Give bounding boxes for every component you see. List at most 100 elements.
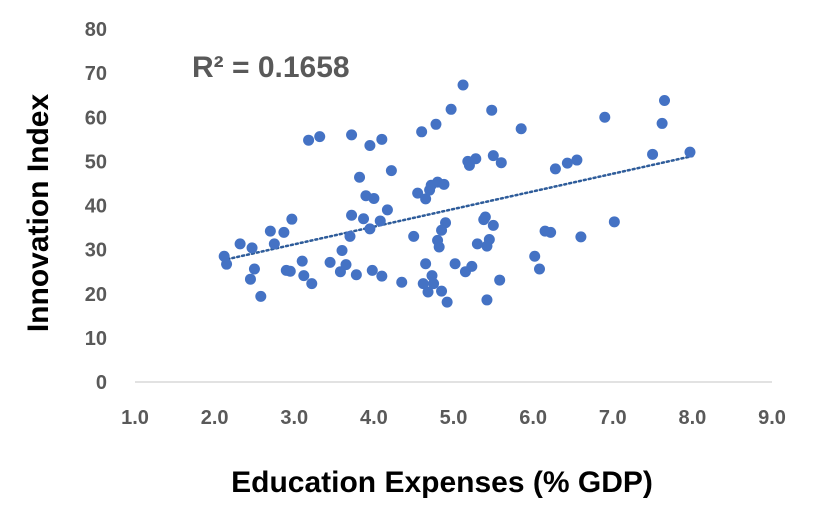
data-point (412, 187, 424, 199)
data-point (366, 264, 378, 276)
data-point (449, 258, 461, 270)
data-point (549, 163, 561, 175)
x-tick-label: 5.0 (440, 407, 468, 429)
data-point (495, 157, 507, 169)
y-tick-label: 40 (85, 196, 107, 218)
data-point (324, 256, 336, 268)
data-point (515, 123, 527, 135)
data-point (486, 104, 498, 116)
x-tick-label: 1.0 (121, 407, 149, 429)
points-layer (218, 79, 696, 308)
data-point (470, 153, 482, 165)
data-point (438, 178, 450, 190)
data-point (436, 285, 448, 297)
data-point (440, 217, 452, 229)
data-point (358, 213, 370, 225)
data-point (487, 219, 499, 231)
data-point (471, 238, 483, 250)
data-point (354, 171, 366, 183)
data-point (684, 146, 696, 158)
data-point (420, 193, 432, 205)
data-point (545, 226, 557, 238)
data-point (248, 263, 260, 275)
y-tick-label: 0 (96, 372, 107, 394)
data-point (364, 139, 376, 151)
data-point (441, 296, 453, 308)
data-point (433, 241, 445, 253)
x-tick-label: 9.0 (758, 407, 786, 429)
x-tick-label: 4.0 (360, 407, 388, 429)
data-point (599, 111, 611, 123)
data-point (430, 118, 442, 130)
data-point (385, 165, 397, 177)
data-point (445, 103, 457, 115)
y-tick-label: 70 (85, 63, 107, 85)
data-point (303, 134, 315, 146)
y-tick-label: 80 (85, 19, 107, 41)
data-point (340, 259, 352, 271)
data-point (306, 278, 318, 290)
data-point (417, 278, 429, 290)
data-point (656, 117, 668, 129)
data-point (344, 230, 356, 242)
y-axis-title: Innovation Index (22, 94, 55, 333)
trendline (221, 154, 694, 262)
data-point (479, 211, 491, 223)
trendline-layer (221, 154, 694, 262)
data-point (284, 265, 296, 277)
data-point (487, 150, 499, 162)
data-point (246, 242, 258, 254)
data-point (278, 226, 290, 238)
x-tick-labels: 1.0 2.0 3.0 4.0 5.0 6.0 7.0 8.0 9.0 (121, 407, 786, 429)
y-tick-labels: 0 10 20 30 40 50 60 70 80 (85, 19, 107, 394)
data-point (376, 133, 388, 145)
data-point (296, 255, 308, 267)
data-point (466, 260, 478, 272)
data-point (575, 231, 587, 243)
data-point (298, 270, 310, 282)
x-tick-label: 8.0 (678, 407, 706, 429)
data-point (234, 238, 246, 250)
data-point (494, 274, 506, 286)
y-tick-label: 10 (85, 328, 107, 350)
data-point (608, 216, 620, 228)
y-tick-label: 60 (85, 107, 107, 129)
data-point (364, 223, 376, 235)
data-point (286, 213, 298, 225)
data-point (346, 129, 358, 141)
data-point (255, 290, 267, 302)
r-squared-annotation: R² = 0.1658 (192, 51, 350, 84)
data-point (422, 286, 434, 298)
data-point (408, 230, 420, 242)
data-point (336, 245, 348, 257)
data-point (368, 192, 380, 204)
data-point (264, 225, 276, 237)
data-point (268, 238, 280, 250)
data-point (314, 131, 326, 143)
data-point (381, 204, 393, 216)
data-point (647, 148, 659, 160)
data-point (659, 94, 671, 106)
data-point (529, 250, 541, 262)
x-tick-label: 7.0 (599, 407, 627, 429)
data-point (428, 278, 440, 290)
data-point (350, 269, 362, 281)
y-tick-label: 20 (85, 284, 107, 306)
data-point (374, 215, 386, 227)
x-axis-title: Education Expenses (% GDP) (231, 466, 653, 499)
data-point (346, 209, 358, 221)
y-tick-label: 50 (85, 151, 107, 173)
x-tick-label: 3.0 (280, 407, 308, 429)
data-point (420, 258, 432, 270)
x-tick-label: 6.0 (519, 407, 547, 429)
data-point (561, 157, 573, 169)
data-point (481, 294, 493, 306)
x-tick-label: 2.0 (201, 407, 229, 429)
data-point (244, 273, 256, 285)
data-point (483, 233, 495, 245)
data-point (416, 126, 428, 138)
data-point (376, 270, 388, 282)
data-point (221, 258, 233, 270)
data-point (533, 263, 545, 275)
